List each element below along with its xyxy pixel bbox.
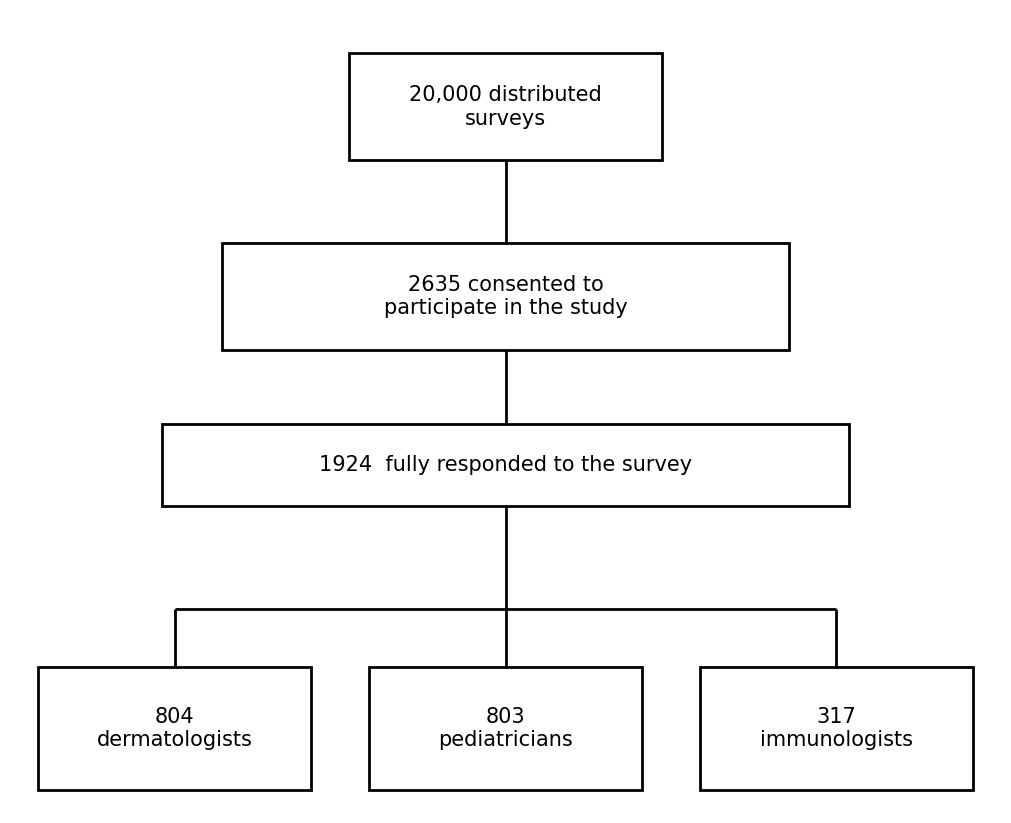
Text: 20,000 distributed
surveys: 20,000 distributed surveys [409, 86, 602, 128]
FancyBboxPatch shape [349, 53, 662, 160]
FancyBboxPatch shape [369, 667, 642, 790]
FancyBboxPatch shape [162, 424, 849, 506]
Text: 803
pediatricians: 803 pediatricians [438, 707, 573, 750]
FancyBboxPatch shape [38, 667, 311, 790]
Text: 804
dermatologists: 804 dermatologists [97, 707, 253, 750]
Text: 317
immunologists: 317 immunologists [759, 707, 913, 750]
Text: 1924  fully responded to the survey: 1924 fully responded to the survey [318, 455, 693, 475]
FancyBboxPatch shape [700, 667, 973, 790]
FancyBboxPatch shape [222, 243, 789, 350]
Text: 2635 consented to
participate in the study: 2635 consented to participate in the stu… [383, 275, 628, 318]
